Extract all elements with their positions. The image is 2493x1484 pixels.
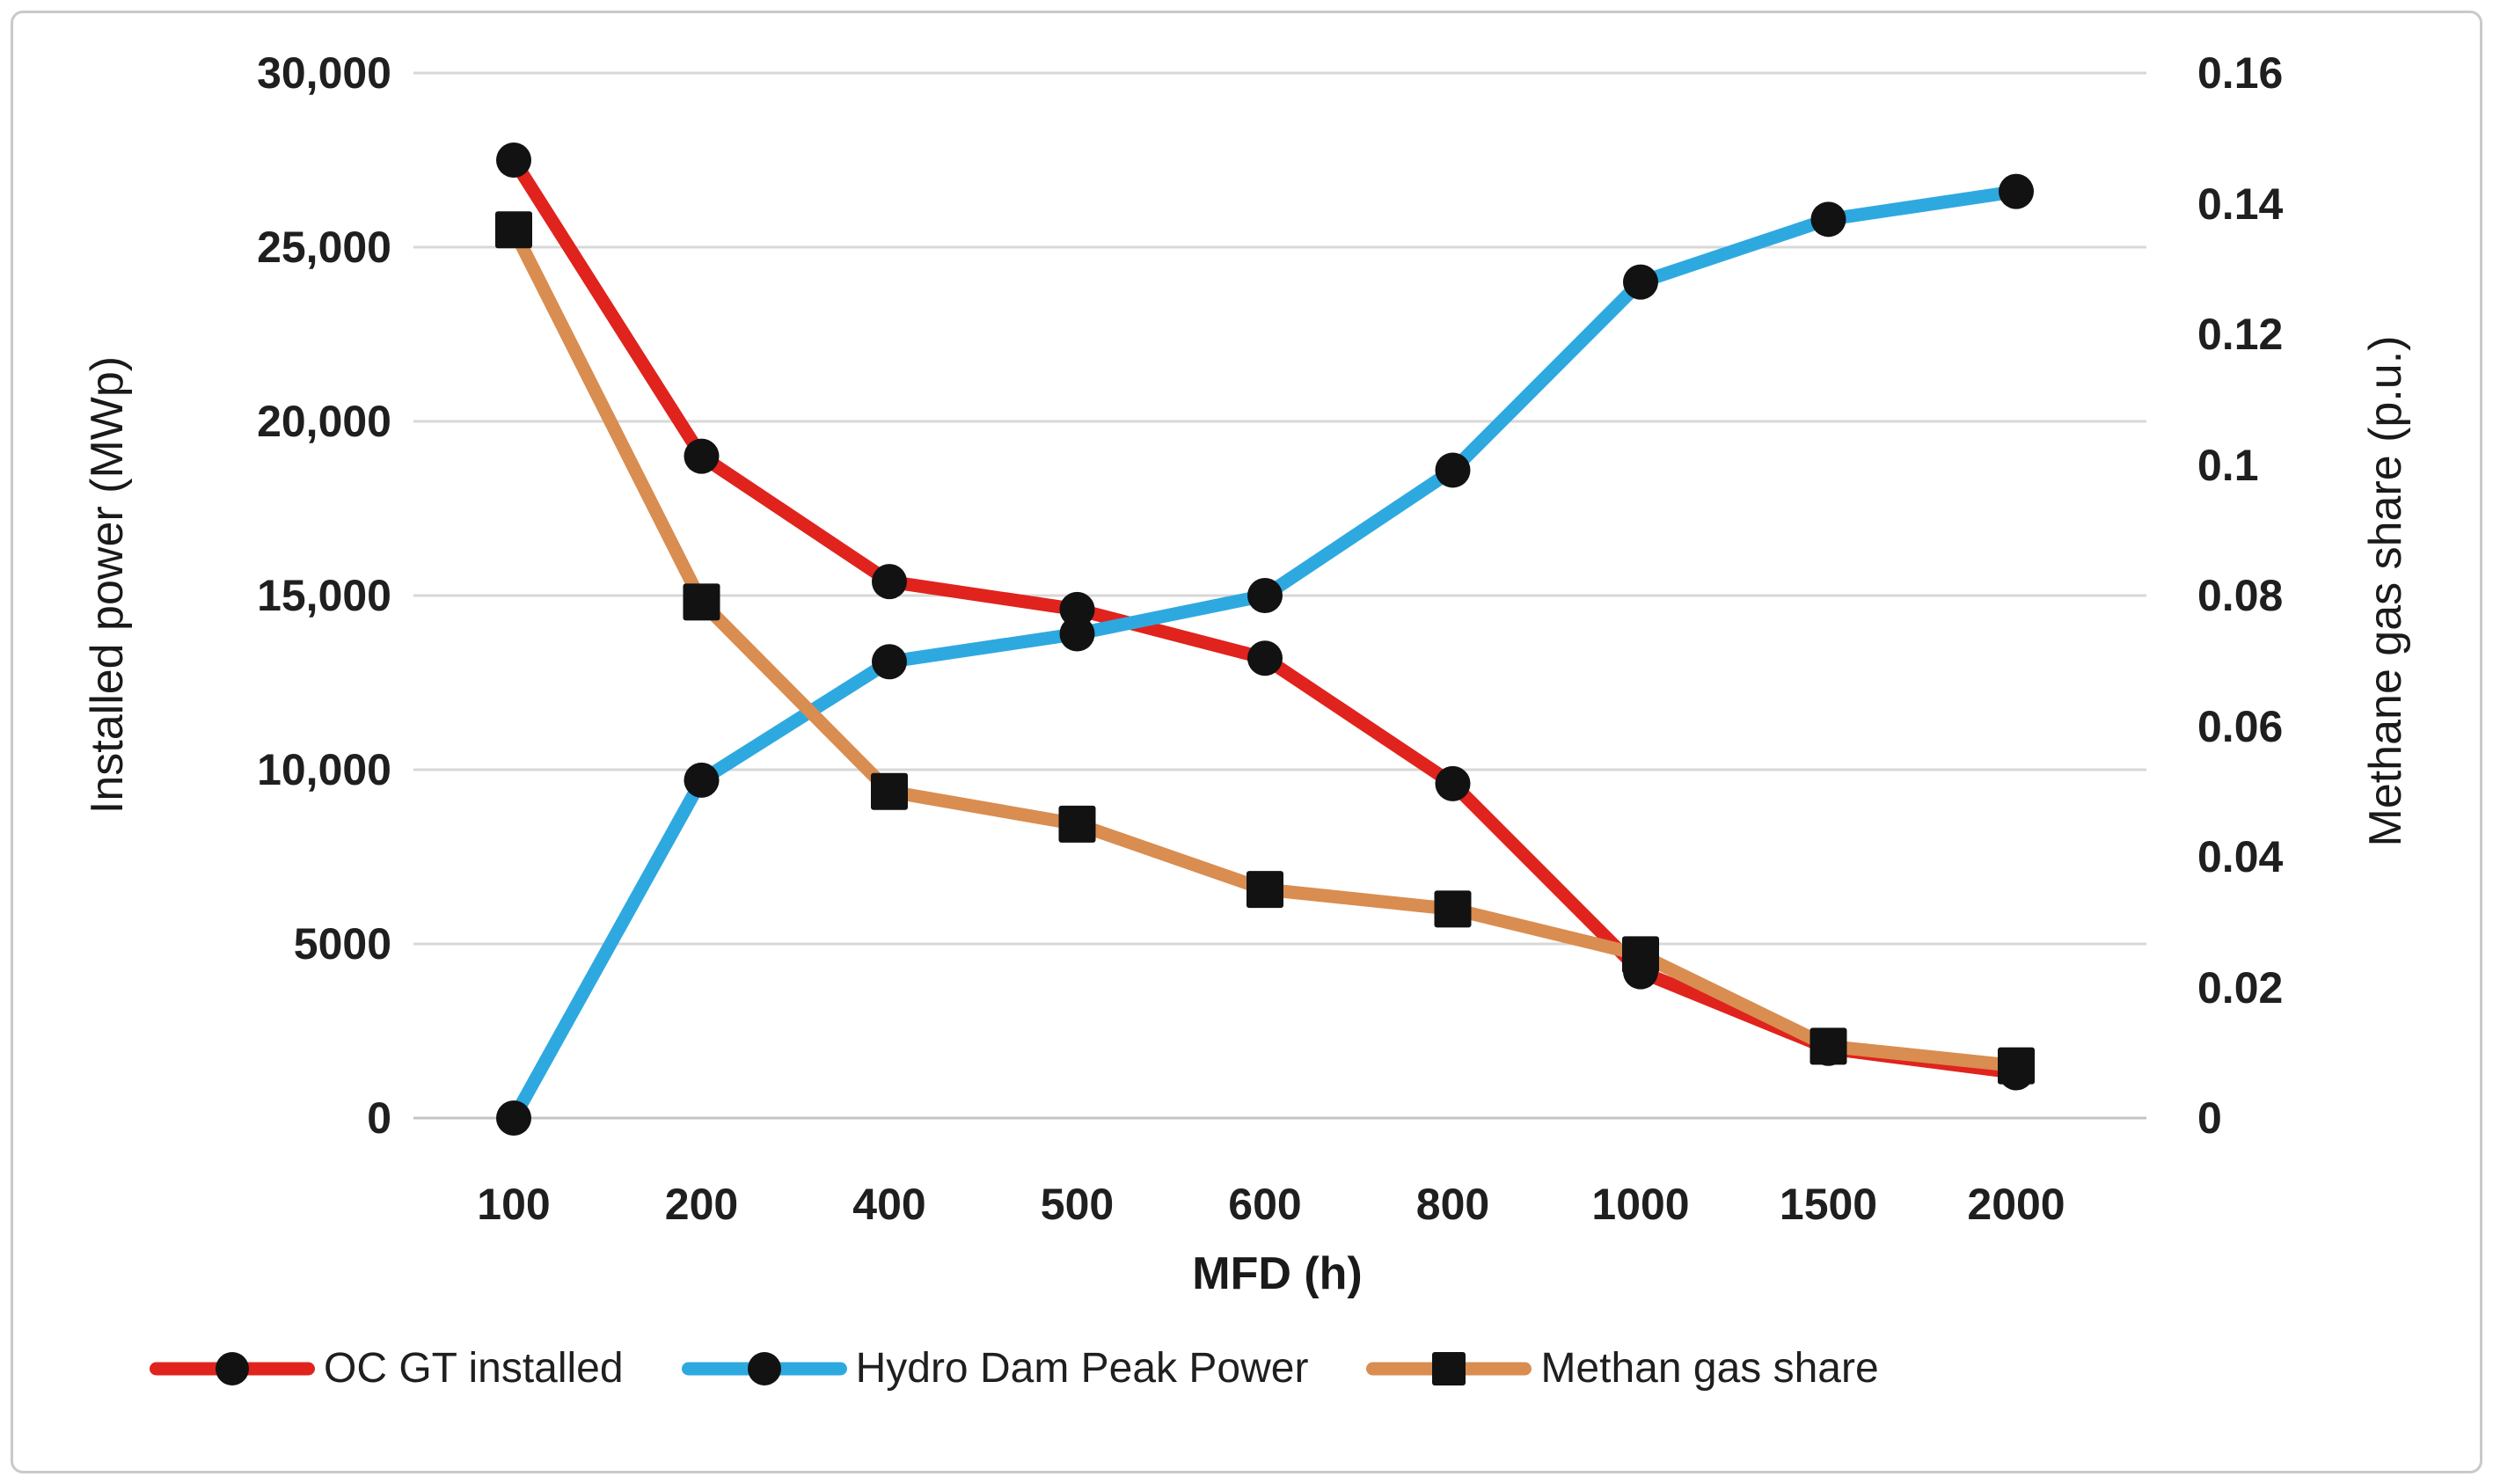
left-axis-tick-label: 20,000 [257,397,391,446]
data-point-square [683,583,720,621]
legend-circle-marker-icon [747,1351,781,1385]
data-point-square [1058,805,1096,843]
right-axis-title: Methane gas share (p.u.) [2360,335,2411,847]
legend-sample-line [150,1348,315,1390]
right-axis-tick-label: 0.06 [2197,701,2284,751]
data-point-circle [1059,616,1095,652]
data-point-circle [1247,640,1283,676]
legend-circle-marker-icon [216,1351,249,1385]
x-axis-tick-label: 400 [852,1180,926,1229]
data-point-circle [872,564,907,600]
right-axis-tick-label: 0.04 [2197,832,2284,881]
left-axis-tick-label: 15,000 [257,571,391,620]
data-point-circle [1435,765,1471,801]
right-axis-tick-label: 0.08 [2197,571,2284,620]
data-point-square [495,211,532,249]
x-axis-tick-label: 600 [1228,1180,1302,1229]
data-point-circle [1999,173,2034,209]
data-point-square [1434,890,1472,928]
data-point-square [1998,1047,2035,1085]
data-point-circle [1623,264,1658,300]
left-axis-title: Installed power (MWp) [82,355,133,815]
data-point-circle [496,143,531,178]
right-axis-tick-label: 0.12 [2197,310,2284,359]
x-axis-title: MFD (h) [1192,1248,1363,1299]
left-axis-tick-label: 10,000 [257,745,391,794]
data-point-circle [1059,591,1095,627]
x-axis-tick-label: 800 [1415,1180,1490,1229]
right-axis-tick-label: 0.02 [2197,962,2284,1012]
right-axis-tick-label: 0 [2197,1093,2222,1143]
legend-square-marker-icon [1432,1351,1466,1385]
left-axis-tick-label: 30,000 [257,48,391,98]
x-axis-tick-label: 2000 [1967,1180,2065,1229]
data-point-circle [1247,578,1283,613]
data-point-square [871,772,908,810]
data-point-square [1622,936,1659,974]
data-point-square [1809,1027,1847,1065]
legend-sample-line [681,1348,847,1390]
right-axis-tick-label: 0.1 [2197,440,2259,490]
left-axis-tick-label: 0 [367,1093,391,1143]
x-axis-tick-label: 100 [477,1180,551,1229]
left-axis-tick-label: 5000 [293,919,391,969]
data-point-circle [496,1100,531,1136]
x-axis-tick-label: 1000 [1591,1180,1690,1229]
data-point-circle [684,762,720,798]
x-axis-tick-label: 1500 [1779,1180,1878,1229]
data-point-circle [684,438,720,474]
x-axis-tick-label: 200 [664,1180,739,1229]
legend-label: Methan gas share [1540,1345,1879,1392]
legend-item: OC GT installed [150,1344,624,1393]
right-axis-tick-label: 0.16 [2197,48,2284,98]
right-axis-tick-label: 0.14 [2197,179,2284,229]
legend-item: Methan gas share [1366,1344,1879,1393]
data-point-circle [1810,201,1846,238]
series-line-1 [507,153,2023,1080]
left-axis-tick-label: 25,000 [257,223,391,272]
legend-item: Hydro Dam Peak Power [681,1344,1309,1393]
legend-sample-line [1366,1348,1532,1390]
legend-label: Hydro Dam Peak Power [855,1345,1309,1392]
x-axis-tick-label: 500 [1040,1180,1115,1229]
data-point-square [1246,871,1283,909]
chart-legend: OC GT installed Hydro Dam Peak Power Metha… [150,1344,1879,1393]
legend-label: OC GT installed [324,1345,624,1392]
data-point-circle [1435,452,1471,488]
data-point-circle [872,644,907,680]
